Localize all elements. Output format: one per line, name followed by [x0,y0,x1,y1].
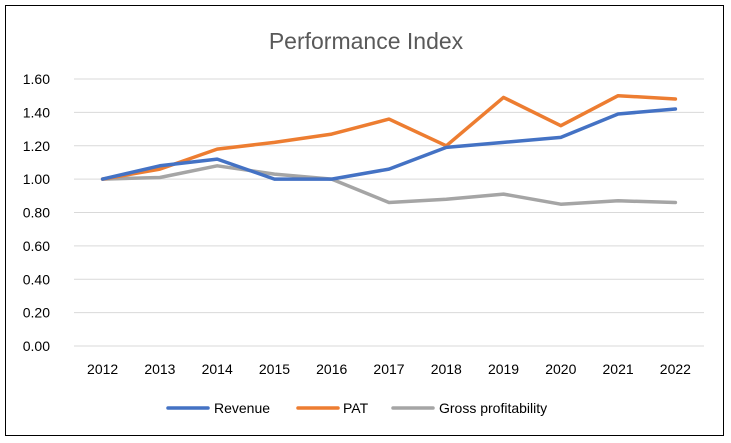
legend-label: Revenue [214,400,270,416]
legend-item: Gross profitability [391,400,547,416]
legend-item: Revenue [166,400,270,416]
y-tick-label: 0.80 [23,205,50,221]
y-tick-label: 1.60 [23,71,50,87]
series-lines [100,93,678,206]
x-tick-label: 2012 [87,361,118,377]
legend-item: PAT [296,400,369,416]
chart-frame [5,5,724,436]
y-tick-label: 0.00 [23,338,50,354]
x-tick-label: 2018 [431,361,462,377]
legend: Revenue PAT Gross profitability [166,400,547,416]
y-tick-label: 0.40 [23,271,50,287]
legend-label: PAT [343,400,369,416]
y-tick-label: 0.20 [23,305,50,321]
x-tick-label: 2017 [373,361,404,377]
x-axis-tick-labels: 2012 2013 2014 2015 2016 2017 2018 2019 2020 2021… [87,361,691,377]
y-tick-label: 1.20 [23,138,50,154]
series-line-revenue [100,107,678,181]
y-axis-tick-labels: 0.00 0.20 0.40 0.60 0.80 1.00 1.20 1.40 1.60 [23,71,50,354]
y-tick-label: 1.40 [23,104,50,120]
x-tick-label: 2022 [660,361,691,377]
x-tick-label: 2021 [603,361,634,377]
x-tick-label: 2015 [259,361,290,377]
x-tick-label: 2014 [202,361,233,377]
chart-title: Performance Index [269,28,464,54]
gridlines [74,78,704,347]
x-tick-label: 2020 [545,361,576,377]
series-line-gross-profitability [100,164,678,206]
y-tick-label: 0.60 [23,238,50,254]
x-tick-label: 2019 [488,361,519,377]
x-tick-label: 2013 [144,361,175,377]
x-tick-label: 2016 [316,361,347,377]
legend-label: Gross profitability [439,400,547,416]
y-tick-label: 1.00 [23,171,50,187]
series-line-pat [100,93,678,181]
